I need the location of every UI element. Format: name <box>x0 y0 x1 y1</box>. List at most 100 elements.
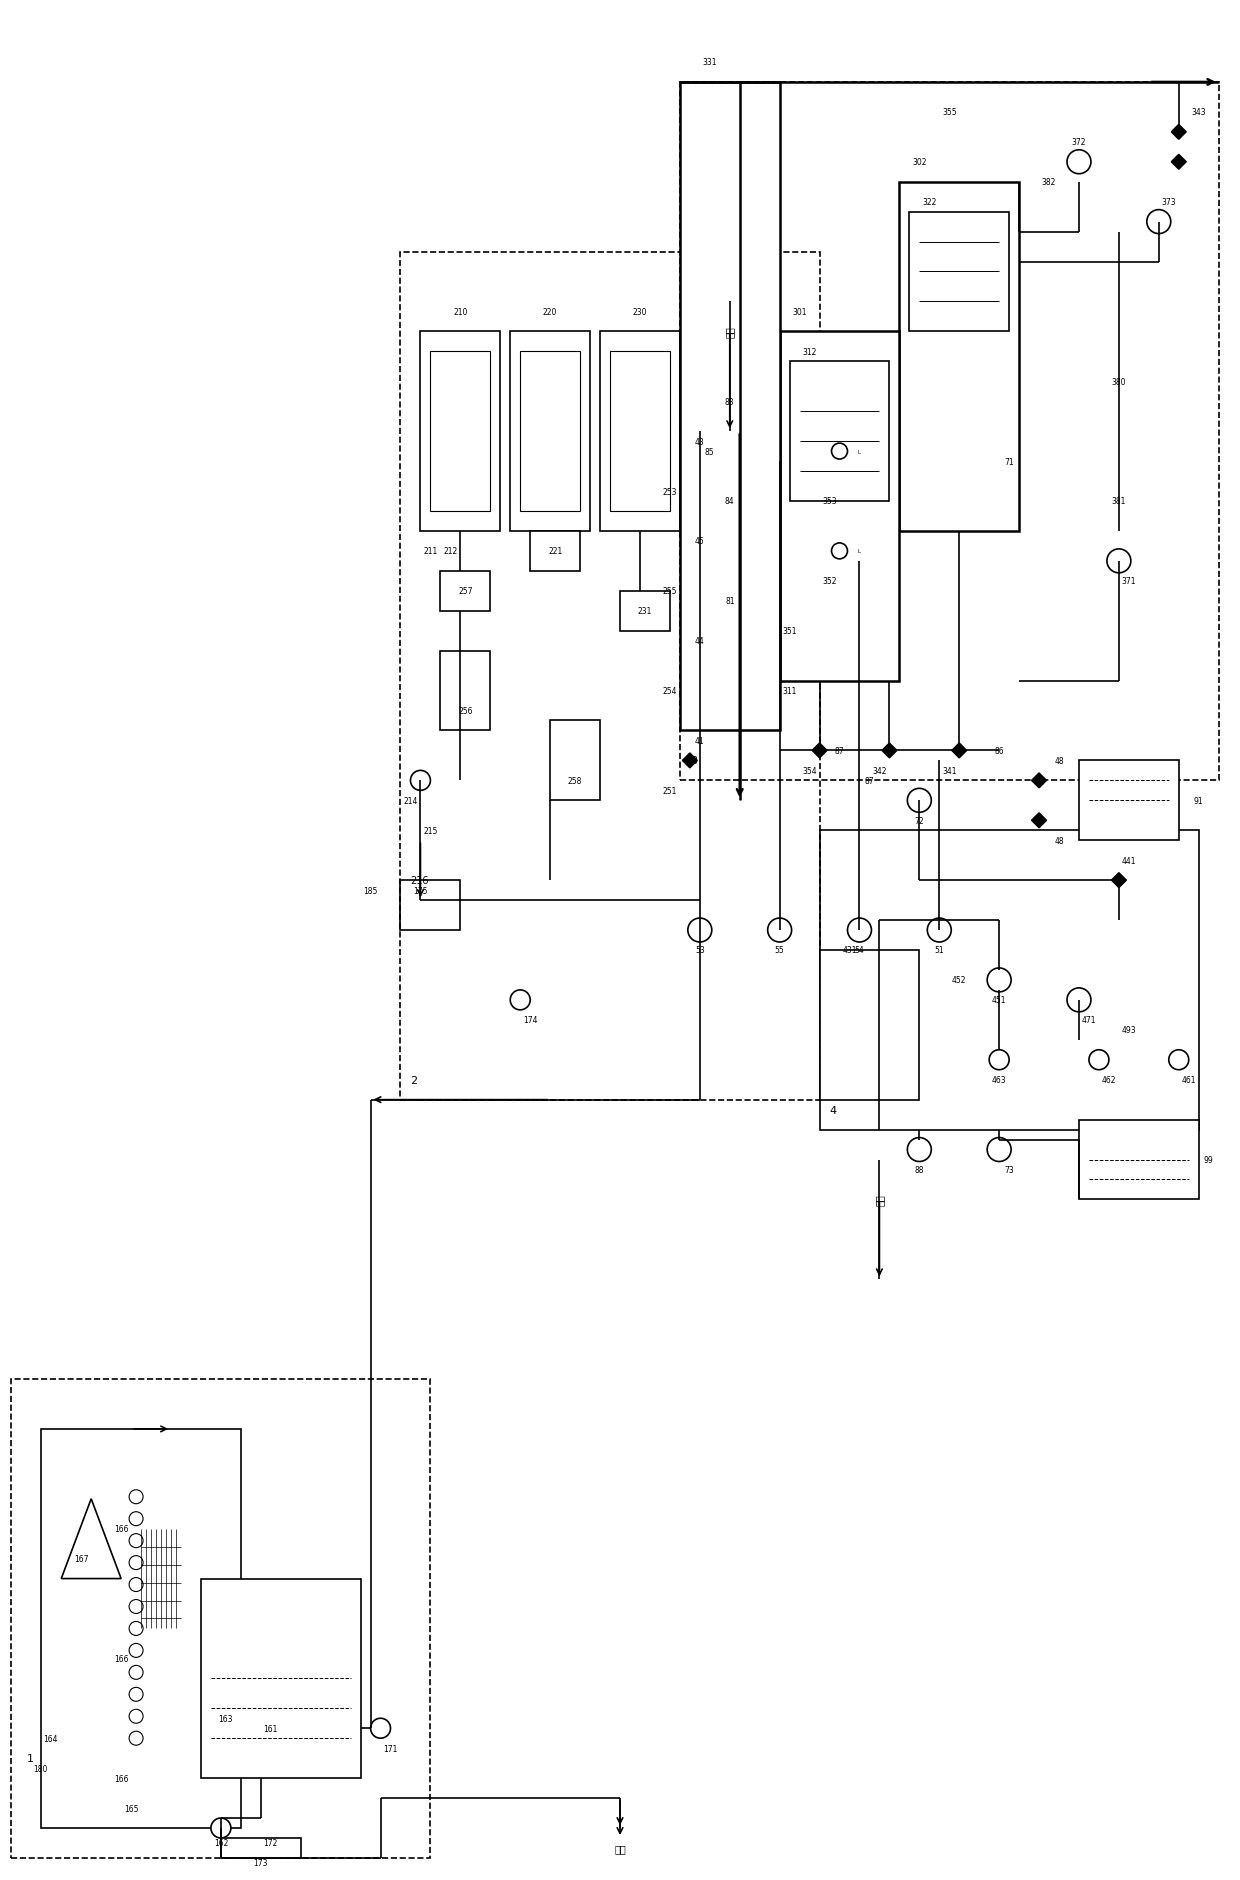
Text: 162: 162 <box>213 1839 228 1848</box>
Bar <box>820 951 919 1100</box>
Text: 353: 353 <box>822 496 837 506</box>
Text: 163: 163 <box>218 1715 233 1722</box>
Bar <box>1079 761 1179 840</box>
Circle shape <box>1107 549 1131 573</box>
Text: 342: 342 <box>872 767 887 775</box>
Text: 167: 167 <box>74 1555 88 1564</box>
Text: 302: 302 <box>913 158 926 167</box>
Circle shape <box>847 919 872 942</box>
Circle shape <box>908 1137 931 1162</box>
Circle shape <box>129 1577 143 1592</box>
Text: 171: 171 <box>383 1745 398 1752</box>
Text: 211: 211 <box>423 547 438 556</box>
Circle shape <box>371 1718 391 1739</box>
Text: L: L <box>858 449 861 455</box>
Circle shape <box>213 1690 229 1707</box>
Circle shape <box>928 919 951 942</box>
Circle shape <box>987 470 1011 494</box>
Circle shape <box>129 1688 143 1701</box>
Text: 91: 91 <box>1194 797 1204 805</box>
Bar <box>680 83 780 731</box>
Polygon shape <box>682 562 697 570</box>
Polygon shape <box>1111 872 1126 880</box>
Polygon shape <box>882 744 897 750</box>
Text: 1: 1 <box>26 1754 33 1763</box>
Text: 463: 463 <box>992 1075 1007 1085</box>
Polygon shape <box>61 1498 122 1579</box>
Text: 纯水: 纯水 <box>724 327 735 338</box>
Circle shape <box>987 1137 1011 1162</box>
Bar <box>221 1839 301 1857</box>
Circle shape <box>990 1051 1009 1070</box>
Circle shape <box>129 1491 143 1504</box>
Text: 71: 71 <box>1004 457 1014 466</box>
Polygon shape <box>682 754 697 761</box>
Polygon shape <box>952 744 967 750</box>
Polygon shape <box>682 761 697 769</box>
Text: 493: 493 <box>1121 1026 1136 1034</box>
Text: 172: 172 <box>264 1839 278 1848</box>
Circle shape <box>129 1643 143 1658</box>
Text: 301: 301 <box>792 308 807 316</box>
Bar <box>401 252 820 1100</box>
Polygon shape <box>1172 156 1187 164</box>
Text: 72: 72 <box>915 816 924 825</box>
Bar <box>780 333 899 681</box>
Text: 88: 88 <box>915 1166 924 1175</box>
Text: 210: 210 <box>453 308 467 316</box>
Text: 257: 257 <box>458 587 472 596</box>
Text: 254: 254 <box>662 686 677 696</box>
Circle shape <box>1147 211 1171 235</box>
Bar <box>531 532 580 572</box>
Bar <box>11 1380 430 1857</box>
Text: 3: 3 <box>689 756 697 765</box>
Text: 462: 462 <box>1101 1075 1116 1085</box>
Polygon shape <box>1032 822 1047 829</box>
Text: 86: 86 <box>994 746 1004 756</box>
Polygon shape <box>682 555 697 562</box>
Polygon shape <box>1172 133 1187 141</box>
Bar <box>909 212 1009 333</box>
Polygon shape <box>882 750 897 758</box>
Text: 341: 341 <box>942 767 956 775</box>
Circle shape <box>688 919 712 942</box>
Text: 87: 87 <box>864 776 874 786</box>
Circle shape <box>908 790 931 812</box>
Polygon shape <box>682 654 697 662</box>
Bar <box>430 352 490 511</box>
Text: 215: 215 <box>423 827 438 835</box>
Text: 166: 166 <box>114 1654 129 1664</box>
Bar <box>1079 1120 1199 1199</box>
Text: 41: 41 <box>694 737 704 746</box>
Text: 44: 44 <box>694 637 704 647</box>
Polygon shape <box>1172 126 1187 133</box>
Text: 43: 43 <box>694 438 704 446</box>
Bar <box>420 333 500 532</box>
Bar <box>201 1579 361 1778</box>
Text: 216: 216 <box>410 876 429 885</box>
Text: 4: 4 <box>830 1105 837 1115</box>
Text: 258: 258 <box>568 776 583 786</box>
Text: 231: 231 <box>637 607 652 617</box>
Text: 255: 255 <box>662 587 677 596</box>
Text: 220: 220 <box>543 308 557 316</box>
Text: 251: 251 <box>662 786 677 795</box>
Text: 381: 381 <box>1112 496 1126 506</box>
Circle shape <box>1089 1051 1109 1070</box>
Text: 185: 185 <box>363 885 378 895</box>
Text: L: L <box>858 549 861 555</box>
Bar <box>790 363 889 502</box>
Text: 51: 51 <box>935 946 944 955</box>
Text: 451: 451 <box>992 996 1007 1004</box>
Text: 87: 87 <box>835 746 844 756</box>
Polygon shape <box>1172 164 1187 169</box>
Text: 221: 221 <box>548 547 562 556</box>
Bar <box>401 880 460 931</box>
Text: 253: 253 <box>662 487 677 496</box>
Circle shape <box>129 1600 143 1613</box>
Text: 48: 48 <box>1054 837 1064 846</box>
Text: 174: 174 <box>523 1015 537 1025</box>
Text: 471: 471 <box>1081 1015 1096 1025</box>
Circle shape <box>129 1731 143 1745</box>
Text: 355: 355 <box>942 109 956 117</box>
